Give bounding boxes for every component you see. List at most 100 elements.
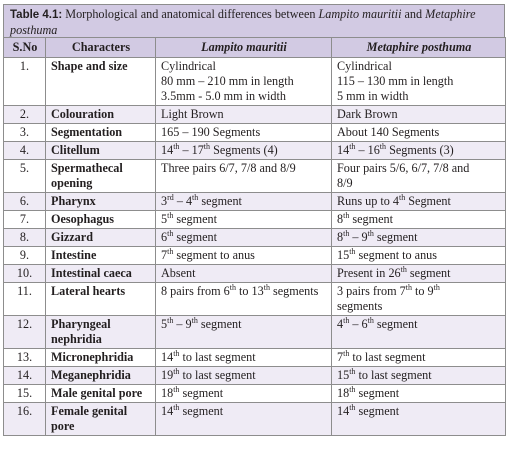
cell-line: 3 pairs from 7th to 9th (337, 282, 440, 298)
cell-line: 8th – 9th segment (337, 228, 418, 244)
cell-lampito: 3rd – 4th segment (155, 192, 332, 211)
ordinal-suffix: th (379, 141, 387, 151)
table-row: 4. Clitellum 14th – 17th Segments (4) 14th … (3, 141, 506, 160)
table-row: 2. Colouration Light Brown Dark Brown (3, 105, 506, 124)
row-number: 3. (3, 123, 46, 142)
cell-line: Absent (161, 266, 196, 280)
row-number: 15. (3, 384, 46, 403)
row-number: 13. (3, 348, 46, 367)
cell-lampito: Cylindrical 80 mm – 210 mm in length 3.5mm… (155, 57, 332, 106)
cell-lampito: Absent (155, 264, 332, 283)
ordinal-suffix: th (167, 210, 174, 220)
row-number: 12. (3, 315, 46, 349)
ordinal-suffix: th (173, 366, 180, 376)
header-sno: S.No (3, 37, 46, 58)
cell-metaphire: Present in 26th segment (331, 264, 506, 283)
ordinal-suffix: th (173, 384, 180, 394)
cell-line: About 140 Segments (337, 125, 440, 139)
header-species-b: Metaphire posthuma (331, 37, 506, 58)
row-character: Intestinal caeca (45, 264, 156, 283)
cell-metaphire: 14th – 16th Segments (3) (331, 141, 506, 160)
ordinal-suffix: th (398, 192, 406, 202)
ordinal-suffix: th (433, 282, 440, 292)
row-number: 2. (3, 105, 46, 124)
row-character: Pharyngeal nephridia (45, 315, 156, 349)
header-species-a: Lampito mauritii (155, 37, 332, 58)
row-number: 14. (3, 366, 46, 385)
cell-line: 8th segment (337, 210, 393, 226)
row-character: Lateral hearts (45, 282, 156, 316)
cell-line: 8 pairs from 6th to 13th segments (161, 282, 319, 298)
ordinal-suffix: th (349, 366, 356, 376)
cell-line: 18th segment (337, 384, 400, 400)
cell-metaphire: 8th segment (331, 210, 506, 229)
row-character: Meganephridia (45, 366, 156, 385)
cell-line: 5 mm in width (337, 89, 409, 103)
ordinal-suffix: th (167, 228, 174, 238)
table-row: 16. Female genital pore 14th segment 14th s… (3, 402, 506, 436)
cell-lampito: 14th – 17th Segments (4) (155, 141, 332, 160)
cell-metaphire: About 140 Segments (331, 123, 506, 142)
cell-metaphire: 8th – 9th segment (331, 228, 506, 247)
row-character: Spermathecal opening (45, 159, 156, 193)
table-caption: Table 4.1: Morphological and anatomical … (3, 4, 505, 37)
table-row: 3. Segmentation 165 – 190 Segments About 14… (3, 123, 506, 142)
cell-line: 3.5mm - 5.0 mm in width (161, 89, 286, 103)
cell-lampito: 14th to last segment (155, 348, 332, 367)
table-row: 12. Pharyngeal nephridia 5th – 9th segment… (3, 315, 506, 349)
ordinal-suffix: rd (167, 192, 174, 202)
cell-lampito: 5th segment (155, 210, 332, 229)
ordinal-suffix: th (263, 282, 270, 292)
ordinal-suffix: th (343, 228, 350, 238)
row-character: Female genital pore (45, 402, 156, 436)
row-character: Micronephridia (45, 348, 156, 367)
comparison-table: S.No Characters Lampito mauritii Metaphi… (3, 37, 506, 436)
cell-line: 8/9 (337, 176, 353, 190)
table-row: 8. Gizzard 6th segment 8th – 9th segment (3, 228, 506, 247)
cell-metaphire: Dark Brown (331, 105, 506, 124)
cell-line: 115 – 130 mm in length (337, 74, 454, 88)
cell-line: 18th segment (161, 384, 224, 400)
ordinal-suffix: th (229, 282, 236, 292)
ordinal-suffix: th (191, 315, 198, 325)
cell-metaphire: 4th – 6th segment (331, 315, 506, 349)
cell-lampito: 14th segment (155, 402, 332, 436)
cell-line: Three pairs 6/7, 7/8 and 8/9 (161, 161, 296, 175)
table-row: 7. Oesophagus 5th segment 8th segment (3, 210, 506, 229)
cell-line: 7th segment to anus (161, 246, 255, 262)
cell-line: segments (337, 299, 383, 313)
cell-lampito: 18th segment (155, 384, 332, 403)
caption-text-mid: and (401, 7, 426, 21)
table-row: 13. Micronephridia 14th to last segment 7th… (3, 348, 506, 367)
cell-lampito: 8 pairs from 6th to 13th segments (155, 282, 332, 316)
table-row: 5. Spermathecal opening Three pairs 6/7, 7… (3, 159, 506, 193)
cell-line: 14th – 17th Segments (4) (161, 141, 278, 157)
ordinal-suffix: th (173, 348, 180, 358)
cell-line: 4th – 6th segment (337, 315, 418, 331)
cell-line: 14th segment (337, 402, 400, 418)
cell-metaphire: Cylindrical 115 – 130 mm in length 5 mm in… (331, 57, 506, 106)
cell-line: 15th segment to anus (337, 246, 437, 262)
ordinal-suffix: th (173, 402, 180, 412)
cell-lampito: 5th – 9th segment (155, 315, 332, 349)
ordinal-suffix: th (367, 228, 374, 238)
ordinal-suffix: th (349, 141, 356, 151)
row-character: Oesophagus (45, 210, 156, 229)
caption-label: Table 4.1: (10, 9, 63, 21)
row-number: 1. (3, 57, 46, 106)
cell-line: 15th to last segment (337, 366, 432, 382)
cell-metaphire: 14th segment (331, 402, 506, 436)
cell-line: Dark Brown (337, 107, 398, 121)
cell-line: 14th – 16th Segments (3) (337, 141, 454, 157)
row-character: Clitellum (45, 141, 156, 160)
row-number: 7. (3, 210, 46, 229)
ordinal-suffix: th (167, 315, 174, 325)
cell-line: Cylindrical (161, 59, 216, 73)
cell-line: Present in 26th segment (337, 264, 451, 280)
cell-line: 3rd – 4th segment (161, 192, 242, 208)
ordinal-suffix: th (343, 315, 350, 325)
cell-metaphire: 3 pairs from 7th to 9th segments (331, 282, 506, 316)
caption-species-b: Metaphire posthuma (10, 7, 476, 37)
cell-lampito: 165 – 190 Segments (155, 123, 332, 142)
row-character: Intestine (45, 246, 156, 265)
